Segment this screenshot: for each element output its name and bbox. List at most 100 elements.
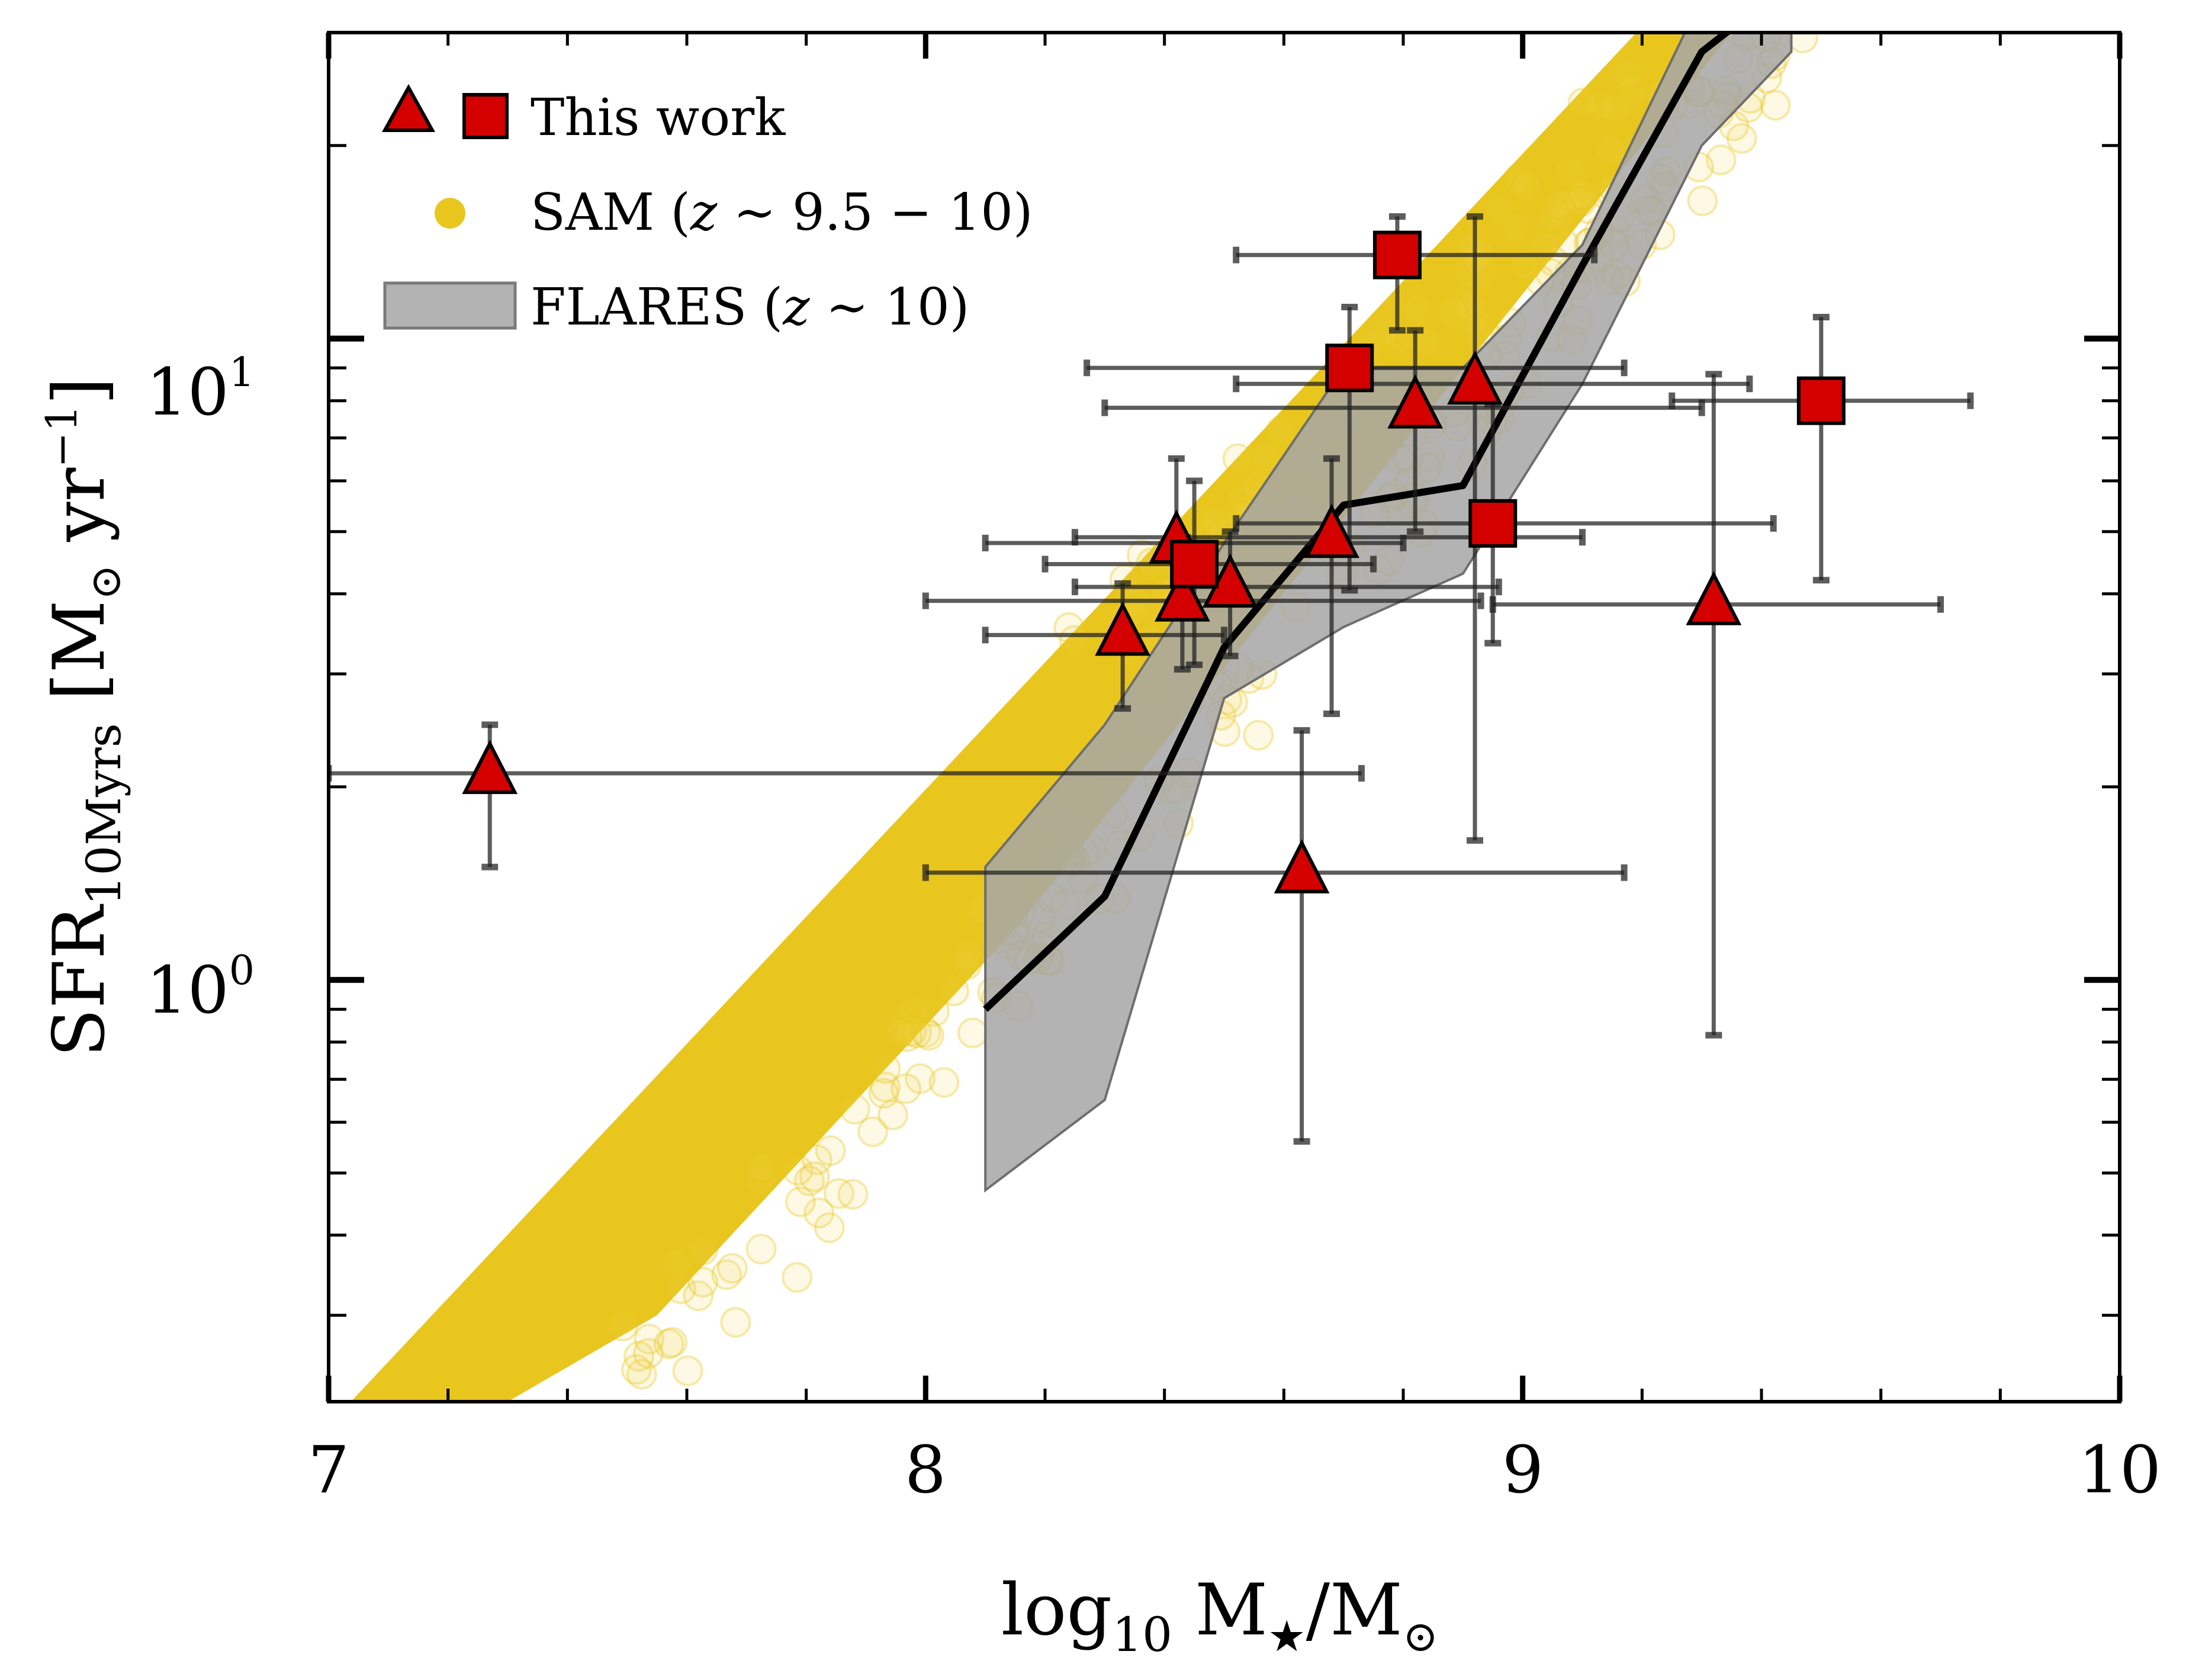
square-point	[1468, 499, 1518, 548]
x-tick-labels: 7 8 9 10	[308, 1432, 2161, 1508]
sam-point	[665, 1273, 696, 1305]
sam-point	[1437, 297, 1468, 328]
sam-point	[607, 1310, 639, 1342]
sam-point	[1771, 2, 1799, 30]
triangle-point	[1686, 571, 1742, 625]
sam-point	[1828, 0, 1856, 28]
sam-point	[905, 1063, 936, 1094]
sam-point	[746, 1152, 777, 1183]
sam-point	[868, 1078, 899, 1109]
sam-point	[891, 1073, 922, 1104]
sam-point	[711, 1259, 742, 1290]
sam-point	[687, 1267, 719, 1298]
sam-point	[1544, 189, 1575, 220]
sam-point	[1565, 186, 1596, 217]
sam-point	[746, 1165, 777, 1196]
sam-point	[1500, 211, 1532, 242]
sam-point	[785, 1186, 816, 1218]
y-tick-label: 100	[146, 947, 255, 1028]
x-title-msun: /M	[1306, 1569, 1403, 1652]
sam-point	[782, 1262, 813, 1293]
sam-point	[885, 1010, 916, 1042]
flares-median-line	[983, 33, 1732, 1012]
x-title-m: M	[1172, 1569, 1268, 1652]
sam-point	[910, 1017, 941, 1048]
sam-point	[1455, 291, 1486, 323]
triangle-point	[1387, 374, 1444, 429]
sam-point	[1786, 0, 1815, 16]
sam-point	[1563, 179, 1595, 211]
triangle-point	[1095, 601, 1150, 656]
sam-point	[653, 1328, 684, 1360]
sam-point	[1551, 187, 1583, 218]
sam-point	[1600, 94, 1631, 125]
sam-point	[1411, 327, 1442, 358]
triangle-point	[1274, 839, 1330, 894]
sam-point	[1265, 415, 1297, 446]
y-title-sfr: SFR	[38, 904, 121, 1057]
sam-point	[1462, 319, 1494, 351]
flares-range	[984, 33, 1793, 1193]
sam-point	[1832, 0, 1860, 2]
sam-point	[1617, 76, 1648, 107]
sam-point	[1687, 185, 1718, 217]
sam-point	[953, 938, 984, 969]
y-tick-exponent: 1	[229, 349, 255, 396]
x-title-star: ★	[1268, 1611, 1306, 1661]
sam-point	[1536, 202, 1568, 233]
sam-point	[716, 1252, 748, 1284]
sam-point	[1595, 135, 1626, 166]
triangle-point	[1304, 503, 1359, 558]
sam-point	[957, 1017, 988, 1049]
sam-point	[1449, 287, 1480, 319]
x-title-log: log	[1001, 1569, 1112, 1652]
sam-point	[896, 1016, 927, 1047]
legend-sam-z: z	[690, 183, 718, 242]
sam-point	[892, 1021, 923, 1052]
x-tick-label: 10	[2078, 1432, 2161, 1508]
sam-point	[877, 1099, 909, 1130]
y-title-sun: ⊙	[81, 564, 130, 600]
y-tick-label: 101	[146, 349, 255, 430]
y-title-sub: 10Myrs	[76, 723, 131, 905]
sam-point	[634, 1324, 665, 1355]
sam-point	[951, 949, 982, 981]
sam-point	[799, 1161, 830, 1193]
sam-point	[928, 1067, 960, 1098]
x-title-sun: ⊙	[1403, 1611, 1438, 1661]
sam-point	[1545, 201, 1577, 232]
x-tick-label: 8	[905, 1432, 946, 1508]
sam-point	[1760, 89, 1791, 121]
sam-point	[1824, 0, 1852, 2]
sam-point	[1243, 719, 1274, 751]
sam-point	[870, 1053, 901, 1084]
sam-point	[745, 1234, 777, 1265]
sam-point	[1568, 179, 1599, 210]
legend-label-sam: SAM (z ∼ 9.5 − 10)	[531, 183, 1033, 242]
sam-point	[901, 1017, 933, 1049]
sam-point	[1586, 90, 1618, 121]
sam-point	[661, 1248, 693, 1279]
legend-label-flares: FLARES (z ∼ 10)	[531, 278, 969, 337]
sam-point	[801, 1144, 832, 1175]
sam-point	[815, 1135, 846, 1167]
sam-point	[1705, 144, 1737, 176]
square-point	[1372, 230, 1422, 280]
legend-triangle-marker	[381, 83, 436, 132]
sam-point	[672, 1355, 703, 1386]
axis-ticks	[326, 31, 2123, 1402]
sam-point	[782, 1155, 814, 1186]
sam-point	[884, 1017, 915, 1049]
y-title-close: ]	[38, 377, 121, 405]
sam-point	[803, 1197, 835, 1229]
sam-point	[1249, 441, 1281, 472]
sam-point	[1567, 87, 1599, 118]
legend-flares-swatch	[383, 281, 517, 330]
legend-sam-part: ∼ 9.5 − 10)	[717, 183, 1033, 242]
sam-point	[683, 1280, 714, 1312]
sam-point	[720, 1307, 751, 1338]
legend-flares-z: z	[782, 278, 810, 337]
data-markers	[462, 230, 1846, 894]
sam-point	[1503, 163, 1534, 195]
